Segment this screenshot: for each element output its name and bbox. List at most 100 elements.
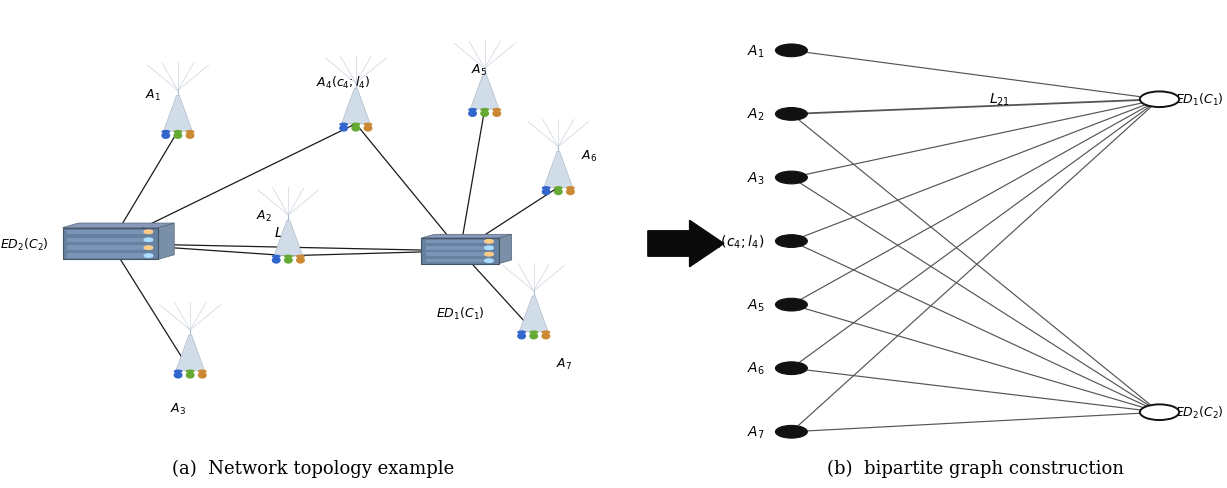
Circle shape [339, 123, 348, 127]
Circle shape [185, 131, 195, 134]
Ellipse shape [185, 133, 195, 140]
Ellipse shape [553, 189, 563, 196]
Polygon shape [274, 221, 303, 256]
FancyBboxPatch shape [63, 228, 158, 260]
Text: $ED_1(C_1)$: $ED_1(C_1)$ [1175, 92, 1225, 108]
FancyBboxPatch shape [427, 253, 493, 257]
Ellipse shape [271, 257, 281, 264]
Circle shape [775, 108, 807, 121]
Ellipse shape [541, 189, 551, 196]
Circle shape [775, 426, 807, 438]
Text: (a)  Network topology example: (a) Network topology example [172, 459, 454, 477]
Polygon shape [519, 296, 548, 332]
Circle shape [198, 370, 207, 373]
Text: $A_3$: $A_3$ [747, 170, 764, 186]
Circle shape [541, 187, 551, 190]
FancyBboxPatch shape [427, 259, 493, 263]
Polygon shape [163, 96, 193, 132]
Text: $A_7$: $A_7$ [747, 424, 764, 440]
Text: (b)  bipartite graph construction: (b) bipartite graph construction [827, 459, 1124, 477]
Circle shape [485, 260, 493, 263]
Circle shape [144, 231, 152, 234]
Circle shape [1140, 92, 1179, 108]
Circle shape [161, 131, 171, 134]
FancyBboxPatch shape [427, 246, 493, 250]
Circle shape [283, 255, 293, 259]
Text: $ED_2(C_2)$: $ED_2(C_2)$ [0, 236, 49, 252]
Ellipse shape [185, 372, 195, 379]
Circle shape [467, 109, 477, 112]
Text: $ED_1(C_1)$: $ED_1(C_1)$ [436, 305, 485, 321]
FancyBboxPatch shape [422, 239, 498, 264]
Circle shape [492, 109, 502, 112]
FancyBboxPatch shape [67, 238, 153, 243]
Ellipse shape [541, 333, 551, 340]
Ellipse shape [161, 133, 171, 140]
Circle shape [775, 299, 807, 311]
FancyBboxPatch shape [67, 254, 153, 258]
Circle shape [553, 187, 563, 190]
Circle shape [485, 246, 493, 250]
Text: $A_5$: $A_5$ [747, 297, 764, 313]
Circle shape [144, 254, 152, 258]
Circle shape [296, 255, 306, 259]
FancyBboxPatch shape [67, 230, 153, 234]
Text: $A_2$: $A_2$ [747, 106, 764, 123]
Text: $L_{21}$: $L_{21}$ [274, 225, 296, 242]
Text: $A_6$: $A_6$ [747, 360, 764, 377]
Polygon shape [498, 235, 512, 264]
Ellipse shape [492, 111, 502, 118]
FancyBboxPatch shape [67, 246, 153, 250]
Circle shape [566, 187, 575, 190]
Ellipse shape [173, 133, 183, 140]
Text: $A_7$: $A_7$ [556, 356, 573, 371]
Text: $A_3$: $A_3$ [169, 402, 187, 416]
FancyBboxPatch shape [427, 240, 493, 244]
Polygon shape [544, 152, 573, 188]
Circle shape [271, 255, 281, 259]
Circle shape [480, 109, 490, 112]
Ellipse shape [363, 125, 373, 132]
Polygon shape [63, 224, 174, 228]
Polygon shape [470, 74, 499, 110]
Circle shape [775, 45, 807, 58]
Ellipse shape [467, 111, 477, 118]
Ellipse shape [566, 189, 575, 196]
Circle shape [173, 370, 183, 373]
Ellipse shape [351, 125, 361, 132]
Ellipse shape [339, 125, 348, 132]
Text: $A_6$: $A_6$ [580, 149, 598, 163]
Ellipse shape [517, 333, 526, 340]
FancyArrow shape [648, 221, 724, 267]
Circle shape [775, 172, 807, 184]
Polygon shape [422, 235, 512, 239]
Circle shape [144, 246, 152, 250]
Ellipse shape [198, 372, 207, 379]
Text: $A_1$: $A_1$ [747, 43, 764, 60]
Text: $A_2$: $A_2$ [256, 209, 271, 224]
Ellipse shape [480, 111, 490, 118]
Circle shape [363, 123, 373, 127]
Circle shape [529, 331, 539, 334]
Circle shape [775, 362, 807, 375]
Circle shape [541, 331, 551, 334]
Circle shape [173, 131, 183, 134]
Circle shape [485, 240, 493, 244]
Polygon shape [158, 224, 174, 260]
Text: $A_4(c_4; l_4)$: $A_4(c_4; l_4)$ [317, 75, 371, 91]
Polygon shape [175, 335, 205, 371]
Circle shape [1140, 405, 1179, 420]
Circle shape [775, 235, 807, 248]
Text: $A_1$: $A_1$ [145, 88, 162, 102]
Ellipse shape [173, 372, 183, 379]
Circle shape [144, 239, 152, 242]
Ellipse shape [529, 333, 539, 340]
Text: $A_5$: $A_5$ [470, 63, 487, 78]
Text: $ED_2(C_2)$: $ED_2(C_2)$ [1175, 405, 1225, 420]
Ellipse shape [283, 257, 293, 264]
Ellipse shape [296, 257, 306, 264]
Circle shape [351, 123, 361, 127]
Circle shape [185, 370, 195, 373]
Circle shape [517, 331, 526, 334]
Text: $A_4(c_4; l_4)$: $A_4(c_4; l_4)$ [704, 233, 764, 250]
